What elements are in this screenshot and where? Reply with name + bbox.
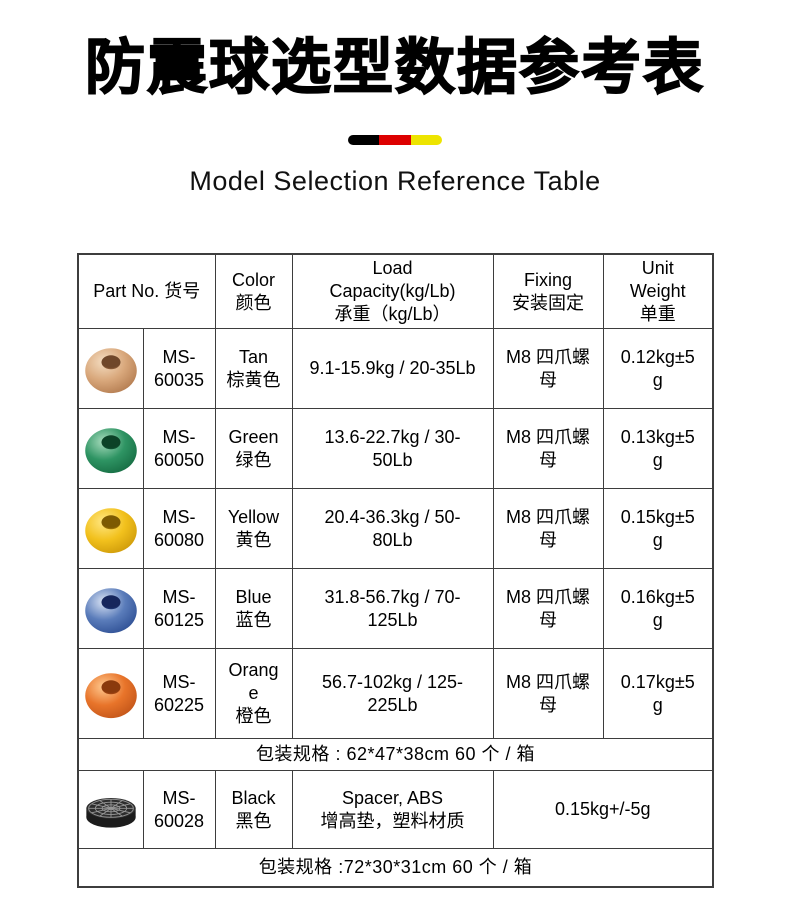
page-subtitle: Model Selection Reference Table [189,166,601,196]
fixing-cell: M8 四爪螺 母 [492,648,604,740]
table-row-spacer: MS- 60028 Black 黑色 Spacer, ABS 增高垫，塑料材质 … [77,770,714,850]
load-capacity-cell: 13.6-22.7kg / 30- 50Lb [291,408,494,490]
selection-table: Part No. 货号 Color 颜色 Load Capacity(kg/Lb… [77,253,714,888]
flag-divider [348,135,442,145]
color-cell: Blue 蓝色 [214,568,293,650]
load-capacity-cell: 56.7-102kg / 125- 225Lb [291,648,494,740]
unit-weight-cell: 0.15kg±5 g [602,488,714,570]
unit-weight-cell: 0.13kg±5 g [602,408,714,490]
fixing-cell: M8 四爪螺 母 [492,568,604,650]
unit-weight-cell: 0.12kg±5 g [602,328,714,410]
packaging-spec-note: 包装规格 : 62*47*38cm 60 个 / 箱 [77,738,714,772]
divider-yellow-segment [410,135,442,145]
table-row: MS- 60050 Green 绿色 13.6-22.7kg / 30- 50L… [77,408,714,490]
product-image-yellow [77,488,144,570]
color-cell: Tan 棕黄色 [214,328,293,410]
color-cell: Green 绿色 [214,408,293,490]
table-row: MS- 60080 Yellow 黄色 20.4-36.3kg / 50- 80… [77,488,714,570]
load-capacity-cell: Spacer, ABS 增高垫，塑料材质 [291,770,494,850]
part-number: MS- 60028 [142,770,216,850]
packaging-spec-note: 包装规格 :72*30*31cm 60 个 / 箱 [77,848,714,888]
fixing-cell: M8 四爪螺 母 [492,328,604,410]
product-image-tan [77,328,144,410]
load-capacity-cell: 20.4-36.3kg / 50- 80Lb [291,488,494,570]
header-unit-weight: Unit Weight 单重 [602,253,714,330]
product-image-blue [77,568,144,650]
unit-weight-cell: 0.17kg±5 g [602,648,714,740]
divider-red-segment [379,135,411,145]
color-cell: Orang e 橙色 [214,648,293,740]
load-capacity-cell: 9.1-15.9kg / 20-35Lb [291,328,494,410]
divider-black-segment [348,135,380,145]
page-title: 防震球选型数据参考表 [84,33,705,102]
part-number: MS- 60125 [142,568,216,650]
part-number: MS- 60080 [142,488,216,570]
table-row: MS- 60225 Orang e 橙色 56.7-102kg / 125- 2… [77,648,714,740]
header-fixing: Fixing 安装固定 [492,253,604,330]
table-header-row: Part No. 货号 Color 颜色 Load Capacity(kg/Lb… [77,253,714,330]
fixing-cell: M8 四爪螺 母 [492,488,604,570]
unit-weight-cell: 0.15kg+/-5g [492,770,714,850]
part-number: MS- 60050 [142,408,216,490]
table-row: MS- 60125 Blue 蓝色 31.8-56.7kg / 70- 125L… [77,568,714,650]
load-capacity-cell: 31.8-56.7kg / 70- 125Lb [291,568,494,650]
part-number: MS- 60225 [142,648,216,740]
color-cell: Yellow 黄色 [214,488,293,570]
unit-weight-cell: 0.16kg±5 g [602,568,714,650]
packaging-spec-row: 包装规格 :72*30*31cm 60 个 / 箱 [77,848,714,888]
color-cell: Black 黑色 [214,770,293,850]
part-number: MS- 60035 [142,328,216,410]
header-part-no: Part No. 货号 [77,253,216,330]
product-image-green [77,408,144,490]
product-image-black-spacer [77,770,144,850]
header-load-capacity: Load Capacity(kg/Lb) 承重（kg/Lb） [291,253,494,330]
fixing-cell: M8 四爪螺 母 [492,408,604,490]
product-image-orange [77,648,144,740]
packaging-spec-row: 包装规格 : 62*47*38cm 60 个 / 箱 [77,738,714,772]
table-row: MS- 60035 Tan 棕黄色 9.1-15.9kg / 20-35Lb M… [77,328,714,410]
header-color: Color 颜色 [214,253,293,330]
